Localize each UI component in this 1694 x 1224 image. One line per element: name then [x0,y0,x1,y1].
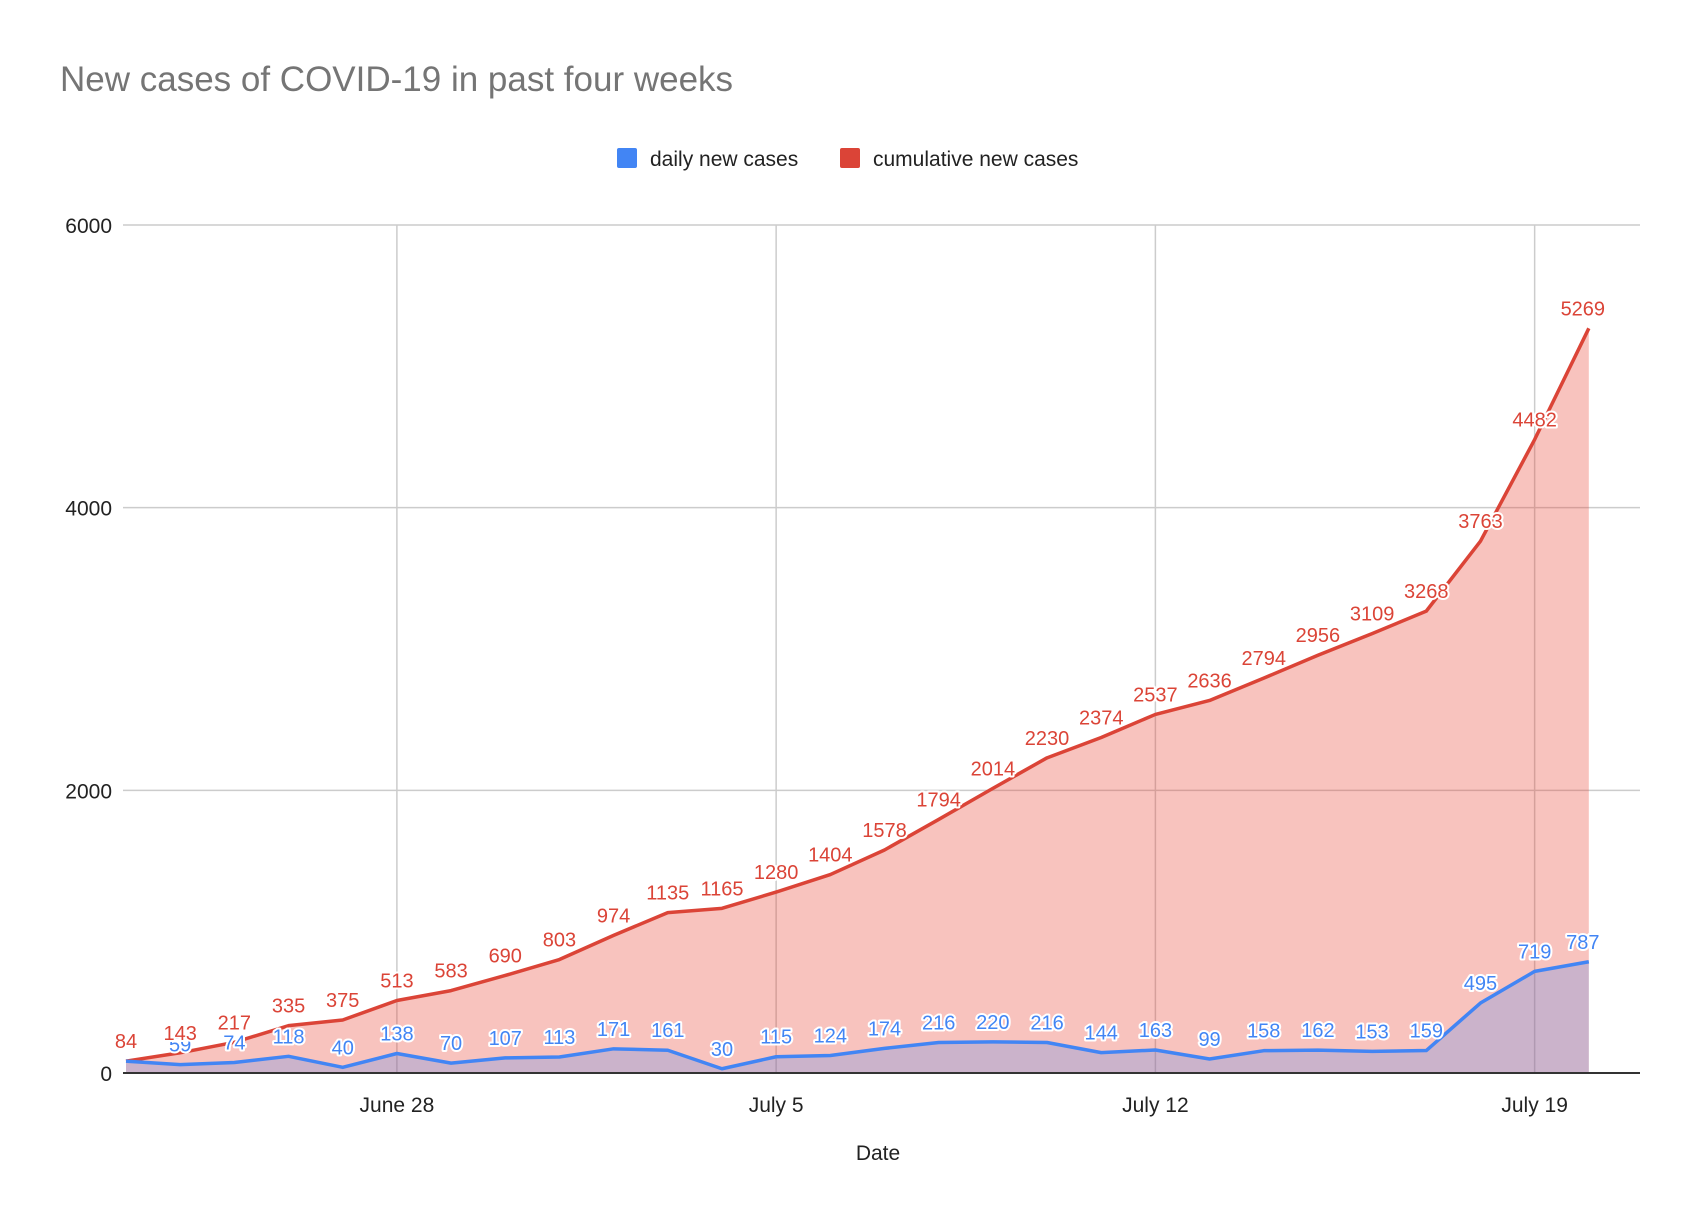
data-label-daily: 158 [1247,1021,1280,1043]
data-label-daily: 159 [1410,1021,1443,1043]
data-label-daily: 107 [489,1028,522,1050]
data-label-daily: 84 [115,1031,137,1053]
data-label-daily: 118 [273,1026,305,1048]
data-label-cumulative: 1165 [700,878,743,900]
x-tick-label: June 28 [360,1094,435,1117]
y-tick-label: 0 [100,1063,112,1086]
chart-title: New cases of COVID-19 in past four weeks [60,60,734,99]
data-label-cumulative: 1404 [808,845,853,867]
data-label-daily: 144 [1085,1023,1118,1045]
line-daily-new-cases [125,960,1590,1071]
data-label-cumulative: 3109 [1350,604,1395,626]
data-label-cumulative: 974 [597,905,630,927]
data-label-cumulative: 513 [380,970,413,992]
data-label-daily: 30 [711,1039,733,1061]
legend-label-daily: daily new cases [650,148,798,171]
y-tick-label: 2000 [65,780,112,803]
data-label-daily: 99 [1198,1029,1220,1051]
area-cumulative-new-cases [126,328,1589,1073]
data-label-cumulative: 335 [272,996,305,1018]
data-label-cumulative: 2014 [971,758,1016,780]
data-label-cumulative: 4482 [1512,410,1557,432]
data-label-daily: 161 [651,1020,684,1042]
data-label-daily: 171 [597,1019,630,1041]
legend-label-cumulative: cumulative new cases [873,148,1078,171]
data-label-daily: 216 [1030,1012,1063,1034]
x-axis-ticks: June 28 July 5 July 12 July 19 [360,1094,1568,1117]
data-label-cumulative: 1135 [646,883,689,905]
data-label-daily: 115 [760,1027,792,1049]
data-label-cumulative: 375 [326,990,359,1012]
line-cumulative-new-cases [125,327,1591,1063]
data-label-cumulative: 690 [489,945,522,967]
data-label-daily: 163 [1139,1020,1172,1042]
data-label-cumulative: 217 [218,1012,251,1034]
area-daily-new-cases [126,961,1589,1073]
data-label-daily: 70 [440,1033,462,1055]
data-label-daily: 162 [1301,1020,1334,1042]
data-label-daily: 113 [543,1027,575,1049]
data-label-daily: 216 [922,1012,955,1034]
series-areas [126,328,1589,1073]
data-label-cumulative: 2636 [1187,670,1232,692]
data-label-daily: 787 [1566,932,1599,954]
data-label-daily: 719 [1518,941,1551,963]
data-label-cumulative: 583 [434,961,467,983]
y-axis-ticks: 0 2000 4000 6000 [65,215,112,1086]
x-tick-label: July 19 [1501,1094,1568,1117]
data-label-cumulative: 3268 [1404,581,1449,603]
data-label-cumulative: 803 [543,930,576,952]
data-label-cumulative: 143 [163,1023,196,1045]
data-label-daily: 138 [380,1023,413,1045]
data-label-daily: 59 [169,1035,191,1057]
data-label-cumulative: 84 [115,1031,137,1053]
y-tick-label: 4000 [65,498,112,521]
data-label-daily: 220 [976,1012,1009,1034]
data-label-daily: 153 [1355,1021,1388,1043]
gridlines [123,224,1640,1073]
legend: daily new cases cumulative new cases [617,148,1078,171]
x-tick-label: July 5 [749,1094,804,1117]
data-labels: 84 59 74 118 40 138 70 107 113 171 161 30 115 124 174 2… [113,296,1607,1062]
data-label-daily: 74 [223,1033,245,1055]
data-label-cumulative: 2230 [1025,728,1070,750]
x-axis-title: Date [856,1142,900,1165]
data-label-cumulative: 1578 [862,820,907,842]
y-tick-label: 6000 [65,215,112,238]
x-tick-label: July 12 [1122,1094,1189,1117]
data-label-cumulative: 2537 [1133,684,1178,706]
data-label-cumulative: 2794 [1242,648,1287,670]
legend-swatch-cumulative [840,148,860,168]
data-label-daily: 40 [332,1037,354,1059]
data-label-daily: 174 [868,1018,901,1040]
data-label-cumulative: 1280 [754,862,799,884]
data-label-cumulative: 5269 [1561,298,1606,320]
data-label-cumulative: 2374 [1079,707,1124,729]
data-label-daily: 124 [814,1025,847,1047]
data-label-daily: 495 [1464,973,1497,995]
series-lines [125,327,1591,1071]
legend-swatch-daily [617,148,637,168]
data-label-cumulative: 3763 [1458,511,1503,533]
data-label-cumulative: 2956 [1296,625,1341,647]
data-label-cumulative: 1794 [916,789,961,811]
